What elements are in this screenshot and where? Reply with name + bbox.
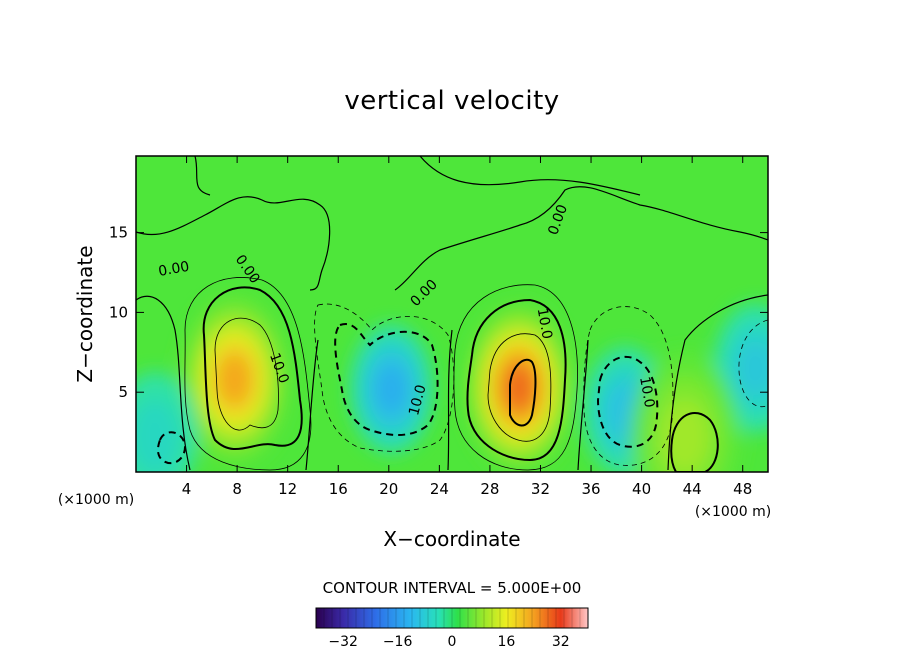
x-tick-label-4: 20 [379, 480, 398, 498]
chart-title: vertical velocity [344, 86, 560, 116]
contour-center-updraft-20 [487, 333, 552, 442]
z-unit-label: (×1000 m) [58, 492, 134, 508]
contour-left-downdraft-5 [314, 303, 455, 452]
x-axis: 4 8 12 16 20 24 28 32 36 40 44 48 [182, 156, 752, 498]
contour-label-0: 0.00 [157, 259, 190, 280]
colorbar-tick-label-0: −32 [328, 634, 358, 650]
y-axis-title: Z−coordinate [73, 245, 97, 382]
x-axis-title: X−coordinate [383, 527, 520, 551]
contour-left-updraft-10 [202, 286, 303, 451]
colorbar-stripes [323, 608, 581, 628]
x-tick-label-11: 48 [733, 480, 752, 498]
y-tick-label-2: 15 [109, 224, 128, 242]
x-tick-label-9: 40 [632, 480, 651, 498]
x-tick-label-2: 12 [278, 480, 297, 498]
velocity-field [136, 294, 768, 472]
y-tick-label-0: 5 [118, 383, 128, 401]
contour-right-updraft [670, 411, 719, 472]
colorbar: −32 −16 0 16 32 [315, 607, 589, 650]
contour-label-7: 10.0 [636, 375, 657, 408]
contour-zero-upper [136, 196, 331, 291]
x-tick-label-5: 24 [430, 480, 449, 498]
colorbar-tick-label-4: 32 [552, 634, 570, 650]
contour-left-downdraft-10[interactable] [334, 323, 439, 436]
contour-left-edge-zero [136, 295, 191, 471]
field-feature-5-ring-2 [660, 400, 709, 472]
contour-left-edge-downdraft [156, 431, 187, 465]
contour-right-downdraft-10 [596, 355, 659, 448]
colorbar-frame [315, 607, 589, 629]
colorbar-tick-label-2: 0 [448, 634, 457, 650]
contour-center-updraft-5 [453, 284, 578, 471]
y-axis: 5 10 15 [109, 224, 768, 401]
contour-left-updraft-20 [214, 317, 279, 431]
colorbar-tick-label-1: −16 [383, 634, 413, 650]
contour-center-updraft-30 [509, 358, 537, 427]
contour-zero-top [194, 156, 641, 196]
x-tick-label-0: 4 [182, 480, 192, 498]
contour-zero-middle [394, 186, 768, 291]
contour-label-3: 10.0 [406, 383, 430, 417]
contour-center-updraft-10 [466, 298, 567, 462]
x-tick-label-10: 44 [683, 480, 702, 498]
contour-right-edge-downdraft [738, 319, 768, 408]
y-tick-label-1: 10 [109, 303, 128, 321]
colorbar-tick-label-3: 16 [497, 634, 515, 650]
contour-mid-zero [305, 294, 768, 471]
contour-label-6: 10.0 [534, 307, 555, 340]
field-feature-6-ring-1 [136, 399, 180, 472]
x-tick-label-6: 28 [480, 480, 499, 498]
field-feature-1-ring-6 [504, 364, 534, 411]
contour-interval-label: CONTOUR INTERVAL = 5.000E+00 [323, 579, 582, 597]
colorbar-ticks: −32 −16 0 16 32 [328, 634, 569, 650]
x-tick-label-1: 8 [232, 480, 242, 498]
colorbar-fill [316, 608, 588, 628]
x-tick-label-3: 16 [329, 480, 348, 498]
contour-lines [136, 156, 768, 472]
x-tick-label-7: 32 [531, 480, 550, 498]
field-feature-4-ring-2 [737, 340, 768, 397]
x-tick-label-8: 36 [581, 480, 600, 498]
field-feature-2-ring-3 [376, 365, 407, 413]
field-feature-0-ring-5 [218, 354, 251, 405]
x-unit-label: (×1000 m) [695, 504, 771, 520]
plot-frame [135, 155, 769, 473]
